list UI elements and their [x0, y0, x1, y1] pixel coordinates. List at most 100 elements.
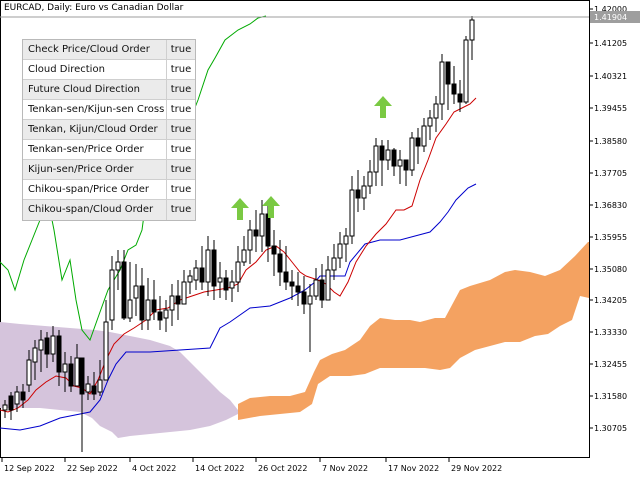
signal-label: Tenkan-sen/Price Order [23, 140, 167, 159]
bearish-candle [157, 311, 163, 321]
signal-label: Check Price/Cloud Order [23, 40, 167, 59]
chart-title: EURCAD, Daily: Euro vs Canadian Dollar [4, 3, 184, 13]
bullish-candle [2, 404, 8, 411]
signal-row: Chikou-span/Cloud Order true [23, 200, 195, 220]
price-axis-label: 1.37705 [594, 169, 627, 178]
bearish-candle [199, 267, 205, 283]
bullish-candle [385, 149, 391, 161]
signal-row: Tenkan, Kijun/Cloud Order true [23, 120, 195, 140]
bullish-candle [14, 391, 20, 405]
bullish-candle [74, 357, 80, 387]
up-arrow-icon [262, 196, 280, 218]
bullish-candle [325, 269, 331, 301]
kijun-sen-line [0, 183, 477, 431]
signal-value: true [170, 104, 192, 115]
bearish-candle [391, 149, 397, 167]
price-axis-label: 1.40321 [594, 72, 627, 81]
bullish-candle [187, 275, 193, 283]
bullish-candle [50, 335, 56, 355]
signal-value: true [170, 44, 192, 55]
signal-value: true [170, 144, 192, 155]
date-axis-label: 29 Nov 2022 [451, 464, 502, 473]
bullish-candle [32, 347, 38, 363]
bearish-candle [139, 285, 145, 321]
date-axis-label: 17 Nov 2022 [388, 464, 439, 473]
bullish-candle [115, 261, 121, 271]
bullish-candle [373, 145, 379, 173]
date-axis-label: 22 Sep 2022 [67, 464, 118, 473]
bullish-candle [163, 309, 169, 319]
bullish-candle [331, 257, 337, 271]
price-axis-label: 1.32455 [594, 360, 627, 369]
bullish-candle [433, 103, 439, 119]
price-axis-label: 1.34205 [594, 296, 627, 305]
bullish-candle [421, 125, 427, 147]
price-axis[interactable]: 1.42000 1.41205 1.40321 1.39455 1.38580 1.377… [589, 5, 627, 433]
signal-value: true [170, 204, 192, 215]
bearish-candle [289, 281, 295, 287]
current-price-tag [590, 11, 640, 23]
signal-row: Chikou-span/Price Order true [23, 180, 195, 200]
signal-label: Tenkan, Kijun/Cloud Order [23, 120, 167, 139]
bullish-candle [343, 235, 349, 245]
bearish-candle [379, 145, 385, 161]
bearish-candle [91, 385, 97, 395]
bearish-candle [451, 83, 457, 95]
bearish-candle [271, 245, 277, 255]
bearish-candle [8, 395, 14, 411]
signal-row: Tenkan-sen/Kijun-sen Cross true [23, 100, 195, 120]
date-axis-label: 12 Sep 2022 [4, 464, 55, 473]
bullish-candle [361, 185, 367, 199]
bullish-candle [307, 295, 313, 305]
bullish-candle [97, 379, 103, 393]
bearish-candle [319, 279, 325, 301]
bearish-candle [121, 261, 127, 319]
bullish-candle [313, 279, 319, 297]
bullish-candle [235, 261, 241, 283]
price-axis-label: 1.36830 [594, 201, 627, 210]
bullish-candle [62, 363, 68, 373]
up-arrow-icon [374, 96, 392, 118]
signal-row: Future Cloud Direction true [23, 80, 195, 100]
bearish-candle [415, 137, 421, 147]
price-axis-label: 1.39455 [594, 104, 627, 113]
bearish-candle [79, 357, 85, 395]
bearish-candle [283, 271, 289, 283]
price-axis-label: 1.38580 [594, 137, 627, 146]
bullish-candle [85, 383, 91, 393]
signal-label: Cloud Direction [23, 60, 167, 79]
bullish-candle [367, 171, 373, 187]
bullish-candle [38, 339, 44, 351]
bullish-candle [181, 281, 187, 305]
bearish-candle [223, 277, 229, 291]
bullish-candle [241, 249, 247, 263]
bearish-candle [403, 159, 409, 171]
bearish-candle [44, 337, 50, 355]
ichimoku-signal-panel: Check Price/Cloud Order true Cloud Directi… [22, 39, 196, 221]
bearish-candle [20, 391, 26, 401]
bearish-candle [68, 363, 74, 387]
bearish-candle [277, 253, 283, 273]
bullish-candle [193, 267, 199, 281]
bearish-candle [457, 93, 463, 103]
bullish-candle [109, 269, 115, 321]
signal-row: Check Price/Cloud Order true [23, 40, 195, 60]
signal-label: Chikou-span/Cloud Order [23, 200, 167, 220]
bullish-candle [127, 299, 133, 319]
bullish-candle [26, 359, 32, 386]
up-arrow-icon [231, 198, 249, 220]
signal-label: Kijun-sen/Price Order [23, 160, 167, 179]
bullish-cloud [238, 242, 589, 420]
current-price-label: 1.41904 [594, 13, 627, 22]
bullish-candle [133, 285, 139, 299]
bullish-candle [217, 277, 223, 283]
price-axis-label: 1.33330 [594, 328, 627, 337]
candlestick-series [2, 16, 475, 452]
bullish-candle [397, 159, 403, 167]
date-axis[interactable]: 12 Sep 2022 22 Sep 2022 4 Oct 2022 14 Oct 2… [1, 458, 502, 473]
bearish-candle [253, 229, 259, 237]
signal-label: Tenkan-sen/Kijun-sen Cross [23, 100, 167, 119]
price-axis-label: 1.30705 [594, 424, 627, 433]
